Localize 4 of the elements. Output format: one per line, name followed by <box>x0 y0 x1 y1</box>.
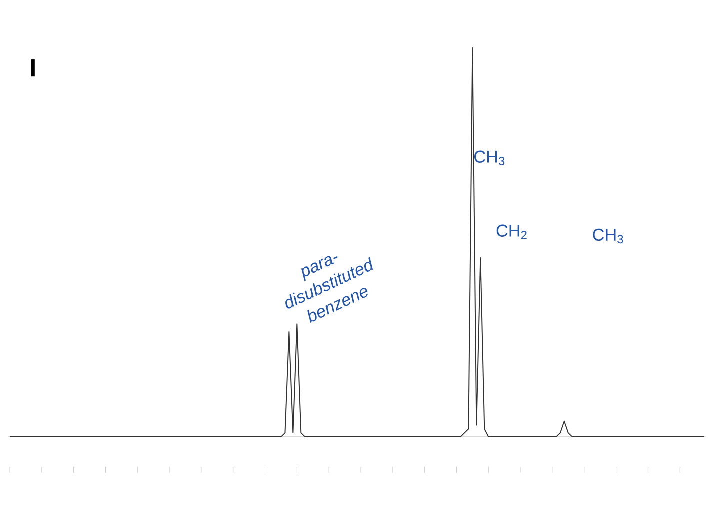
annotation: CH$_{3}$ <box>474 150 505 166</box>
annotation: CH$_{2}$ <box>496 224 527 240</box>
annotation: I <box>31 60 35 77</box>
annotation: CH$_{3}$ <box>593 228 624 244</box>
